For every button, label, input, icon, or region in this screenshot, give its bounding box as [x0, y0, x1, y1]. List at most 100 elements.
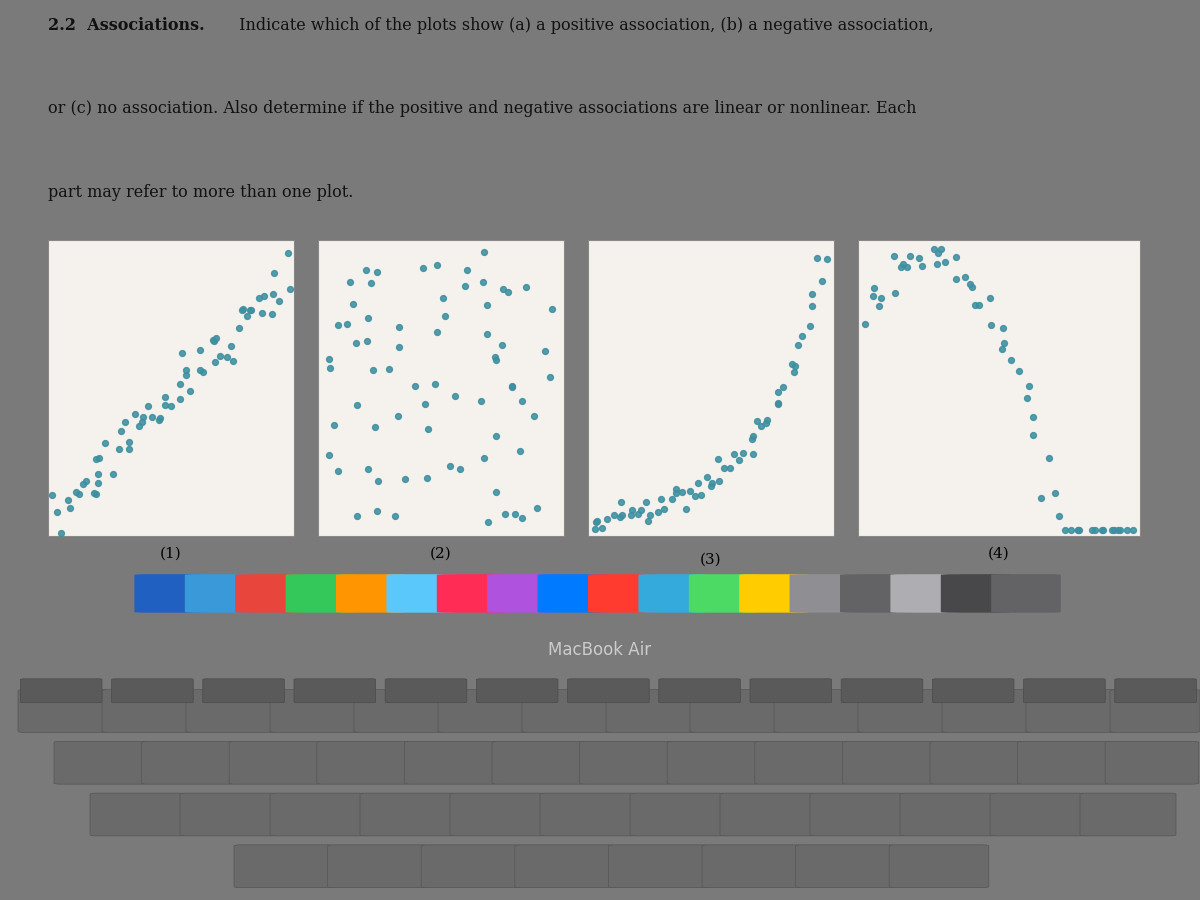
FancyBboxPatch shape	[270, 689, 360, 733]
Point	[912, 258, 931, 273]
Point	[264, 287, 283, 302]
Point	[648, 504, 667, 518]
Point	[60, 501, 79, 516]
Point	[803, 286, 822, 301]
FancyBboxPatch shape	[317, 742, 410, 784]
Point	[892, 260, 911, 274]
Point	[1045, 486, 1064, 500]
Point	[498, 285, 517, 300]
Point	[512, 510, 532, 525]
Point	[966, 298, 985, 312]
Text: 2.2  Associations.: 2.2 Associations.	[48, 17, 205, 33]
Point	[319, 448, 338, 463]
Point	[960, 276, 979, 291]
FancyBboxPatch shape	[354, 689, 444, 733]
FancyBboxPatch shape	[134, 574, 204, 613]
Point	[457, 263, 476, 277]
Point	[173, 346, 192, 360]
Point	[487, 353, 506, 367]
Point	[540, 370, 559, 384]
Point	[685, 489, 704, 503]
FancyBboxPatch shape	[540, 793, 636, 836]
Point	[947, 250, 966, 265]
Point	[475, 451, 494, 465]
Point	[485, 349, 504, 364]
FancyBboxPatch shape	[810, 793, 906, 836]
Point	[73, 477, 92, 491]
Point	[223, 354, 242, 368]
Point	[910, 250, 929, 265]
Point	[359, 462, 378, 476]
Point	[773, 380, 792, 394]
Point	[191, 363, 210, 377]
Point	[1085, 523, 1104, 537]
Point	[1123, 523, 1142, 537]
Point	[691, 488, 710, 502]
Point	[96, 436, 115, 451]
FancyBboxPatch shape	[18, 689, 108, 733]
FancyBboxPatch shape	[487, 574, 557, 613]
Point	[203, 332, 222, 347]
Point	[368, 473, 388, 488]
Point	[744, 446, 763, 461]
Point	[428, 325, 448, 339]
Point	[724, 447, 743, 462]
Point	[59, 492, 78, 507]
FancyBboxPatch shape	[286, 574, 355, 613]
Point	[680, 484, 700, 499]
Point	[109, 442, 128, 456]
FancyBboxPatch shape	[750, 679, 832, 703]
Point	[768, 397, 787, 411]
Point	[340, 274, 359, 289]
FancyBboxPatch shape	[186, 689, 276, 733]
Point	[1024, 428, 1043, 442]
Point	[238, 309, 257, 323]
Point	[156, 390, 175, 404]
Point	[1104, 523, 1123, 537]
Point	[516, 279, 535, 293]
Point	[329, 318, 348, 332]
Point	[379, 362, 398, 376]
Point	[863, 289, 882, 303]
FancyBboxPatch shape	[900, 793, 996, 836]
FancyBboxPatch shape	[90, 793, 186, 836]
Point	[612, 508, 631, 522]
Point	[1118, 523, 1138, 537]
Point	[1108, 523, 1127, 537]
FancyBboxPatch shape	[930, 742, 1024, 784]
Point	[605, 508, 624, 522]
Point	[637, 495, 656, 509]
FancyBboxPatch shape	[1115, 679, 1196, 703]
Point	[103, 467, 122, 482]
Point	[864, 281, 883, 295]
Point	[180, 383, 199, 398]
Point	[808, 251, 827, 266]
Point	[869, 299, 888, 313]
Point	[928, 256, 947, 271]
Point	[472, 394, 491, 409]
Point	[1056, 523, 1075, 537]
Point	[70, 487, 89, 501]
FancyBboxPatch shape	[890, 574, 960, 613]
Point	[782, 357, 802, 372]
Point	[473, 275, 492, 290]
Point	[112, 424, 131, 438]
Point	[817, 252, 836, 266]
Point	[191, 343, 210, 357]
Point	[901, 248, 920, 263]
Point	[628, 507, 647, 521]
FancyBboxPatch shape	[689, 574, 758, 613]
Point	[524, 409, 544, 423]
Point	[385, 508, 404, 523]
Point	[992, 342, 1012, 356]
Point	[709, 452, 728, 466]
Point	[898, 259, 917, 274]
Point	[1019, 379, 1038, 393]
Point	[610, 509, 629, 524]
Text: Indicate which of the plots show (a) a positive association, (b) a negative asso: Indicate which of the plots show (a) a p…	[234, 17, 934, 33]
Point	[788, 338, 808, 352]
Point	[478, 327, 497, 341]
Text: (4): (4)	[988, 547, 1010, 561]
Point	[800, 319, 820, 333]
Point	[631, 503, 650, 517]
